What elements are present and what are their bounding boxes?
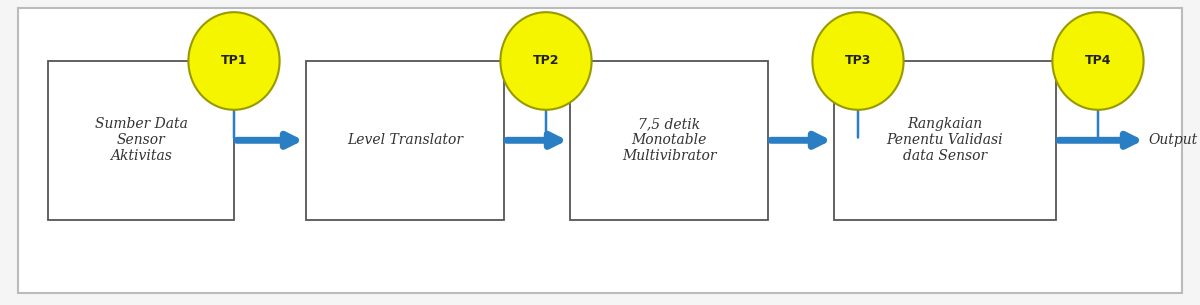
- Text: Output: Output: [1148, 133, 1198, 147]
- FancyBboxPatch shape: [834, 61, 1056, 220]
- Text: TP1: TP1: [221, 55, 247, 67]
- Ellipse shape: [188, 12, 280, 110]
- Text: TP4: TP4: [1085, 55, 1111, 67]
- Text: 7,5 detik
Monotable
Multivibrator: 7,5 detik Monotable Multivibrator: [622, 117, 716, 163]
- Ellipse shape: [500, 12, 592, 110]
- Text: Sumber Data
Sensor
Aktivitas: Sumber Data Sensor Aktivitas: [95, 117, 187, 163]
- Text: TP3: TP3: [845, 55, 871, 67]
- FancyBboxPatch shape: [48, 61, 234, 220]
- FancyBboxPatch shape: [306, 61, 504, 220]
- FancyBboxPatch shape: [18, 8, 1182, 293]
- Ellipse shape: [1052, 12, 1144, 110]
- FancyBboxPatch shape: [570, 61, 768, 220]
- Text: TP2: TP2: [533, 55, 559, 67]
- Ellipse shape: [812, 12, 904, 110]
- Text: Level Translator: Level Translator: [347, 133, 463, 147]
- Text: Rangkaian
Penentu Validasi
data Sensor: Rangkaian Penentu Validasi data Sensor: [887, 117, 1003, 163]
